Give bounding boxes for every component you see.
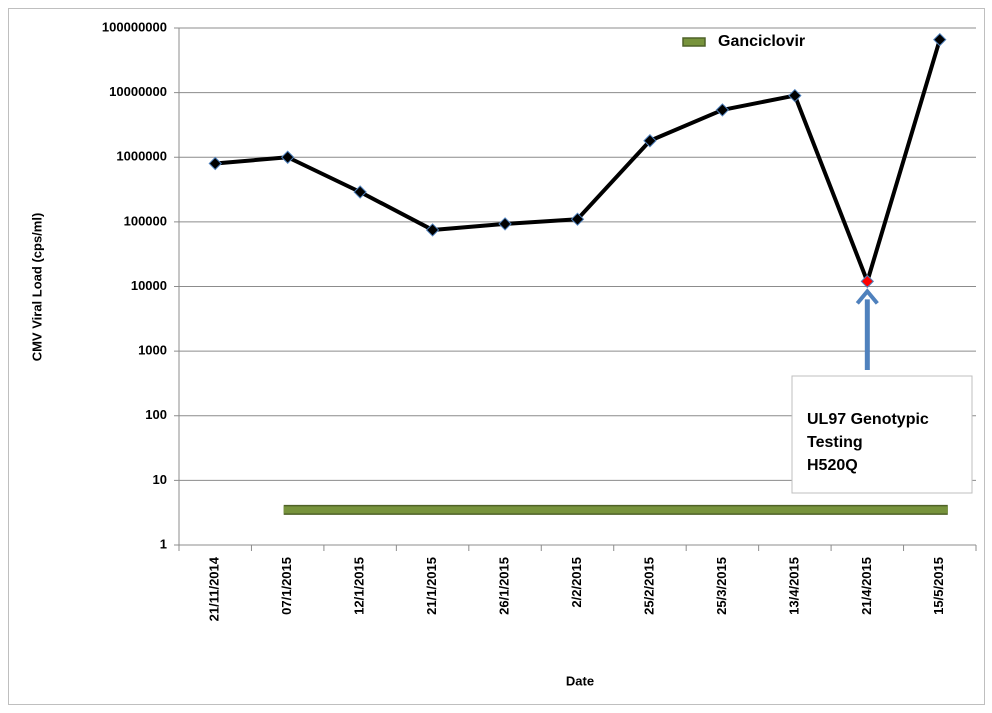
x-tick-label: 15/5/2015 [931,557,946,615]
x-tick-label: 21/1/2015 [424,557,439,615]
y-tick-label: 10 [153,472,167,487]
annotation-text: Testing [807,434,863,451]
x-axis-label: Date [566,673,594,688]
x-tick-label: 25/2/2015 [641,557,656,615]
x-tick-label: 12/1/2015 [352,557,367,615]
y-tick-label: 100000 [124,213,167,228]
data-point [353,185,367,199]
data-point [570,212,585,226]
y-axis-label: CMV Viral Load (cps/ml) [29,213,44,362]
legend-swatch [682,37,706,47]
annotation-box [791,375,973,494]
annotation-text: UL97 Genotypic [807,411,929,428]
annotation-arrowhead [855,288,879,305]
x-tick-label: 07/1/2015 [279,557,294,615]
data-point [860,274,875,289]
y-tick-label: 10000 [131,278,167,293]
y-tick-label: 1000000 [116,149,167,164]
x-tick-label: 21/11/2014 [207,556,222,621]
x-tick-label: 13/4/2015 [786,557,801,615]
data-point [643,134,657,148]
data-point [280,150,295,164]
data-point [208,156,222,171]
y-tick-label: 100000000 [102,19,167,34]
x-tick-label: 2/2/2015 [569,557,584,608]
data-point [715,103,730,117]
x-tick-label: 25/3/2015 [714,557,729,615]
y-tick-label: 1000 [138,343,167,358]
y-tick-label: 100 [145,407,167,422]
x-tick-label: 21/4/2015 [859,557,874,615]
chart-frame [8,8,985,705]
y-tick-label: 10000000 [109,84,167,99]
annotation-text: H520Q [807,457,858,474]
x-tick-label: 26/1/2015 [496,557,511,615]
y-tick-label: 1 [160,536,167,551]
data-point [933,32,947,47]
legend-label: Ganciclovir [718,33,805,50]
data-point [498,217,512,231]
data-point [425,223,440,237]
data-point [788,88,802,103]
